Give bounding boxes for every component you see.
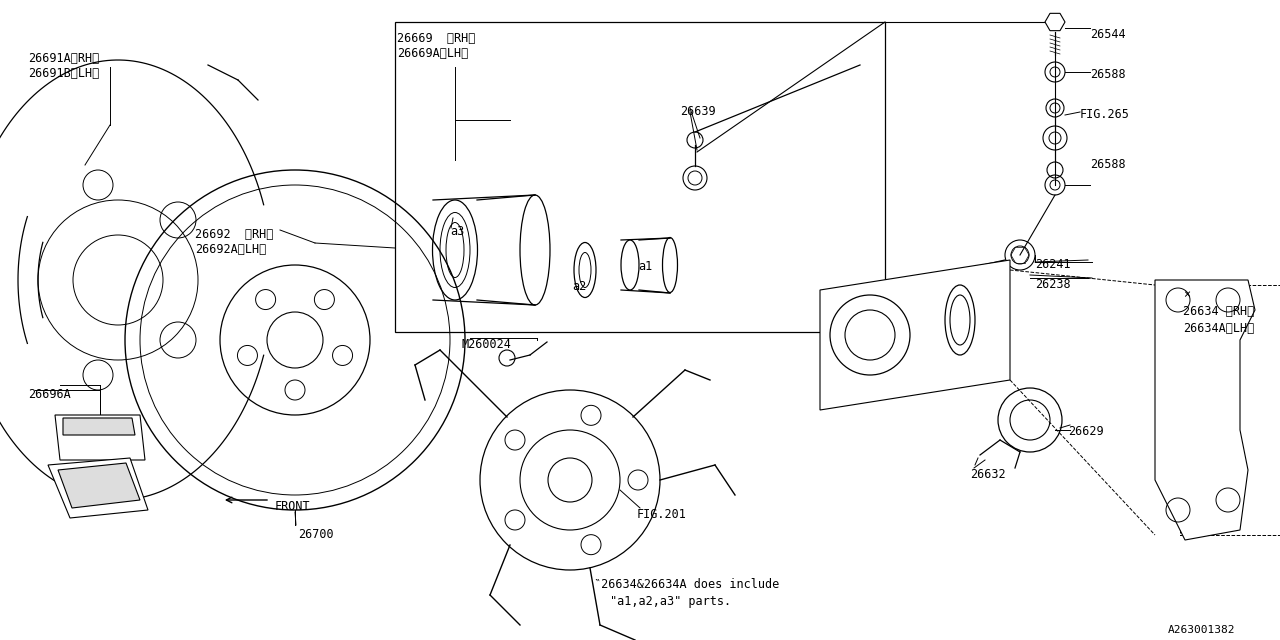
- Text: 26700: 26700: [298, 528, 334, 541]
- Text: 26692  〈RH〉: 26692 〈RH〉: [195, 228, 274, 241]
- Text: 26544: 26544: [1091, 28, 1125, 41]
- Text: FRONT: FRONT: [275, 500, 311, 513]
- Text: FIG.201: FIG.201: [637, 508, 687, 521]
- Text: a3: a3: [451, 225, 465, 238]
- Text: 26696A: 26696A: [28, 388, 70, 401]
- Polygon shape: [55, 415, 145, 460]
- Text: 26691B〈LH〉: 26691B〈LH〉: [28, 67, 100, 80]
- Polygon shape: [1155, 280, 1254, 540]
- Text: A263001382: A263001382: [1169, 625, 1235, 635]
- Text: ×: ×: [1183, 288, 1190, 301]
- Polygon shape: [58, 463, 140, 508]
- Text: 26588: 26588: [1091, 158, 1125, 171]
- Text: a2: a2: [572, 280, 586, 293]
- Text: FIG.265: FIG.265: [1080, 108, 1130, 121]
- Text: a1: a1: [637, 260, 653, 273]
- Polygon shape: [63, 418, 134, 435]
- Text: "a1,a2,a3" parts.: "a1,a2,a3" parts.: [611, 595, 731, 608]
- Bar: [396, 22, 884, 332]
- Text: 26629: 26629: [1068, 425, 1103, 438]
- Polygon shape: [820, 260, 1010, 410]
- Text: 26241: 26241: [1036, 258, 1070, 271]
- Text: 26634A〈LH〉: 26634A〈LH〉: [1183, 322, 1254, 335]
- Bar: [1180, 285, 1280, 535]
- Text: 26691A〈RH〉: 26691A〈RH〉: [28, 52, 100, 65]
- Text: 26634 〈RH〉: 26634 〈RH〉: [1183, 305, 1254, 318]
- Text: M260024: M260024: [462, 338, 512, 351]
- Text: 26238: 26238: [1036, 278, 1070, 291]
- Text: 26692A〈LH〉: 26692A〈LH〉: [195, 243, 266, 256]
- Text: 26669  〈RH〉: 26669 〈RH〉: [397, 32, 475, 45]
- Text: 26669A〈LH〉: 26669A〈LH〉: [397, 47, 468, 60]
- Text: 26639: 26639: [680, 105, 716, 118]
- Polygon shape: [1044, 13, 1065, 31]
- Text: 26632: 26632: [970, 468, 1006, 481]
- Text: 26588: 26588: [1091, 68, 1125, 81]
- Polygon shape: [49, 458, 148, 518]
- Text: ‶26634&26634A does include: ‶26634&26634A does include: [594, 578, 780, 591]
